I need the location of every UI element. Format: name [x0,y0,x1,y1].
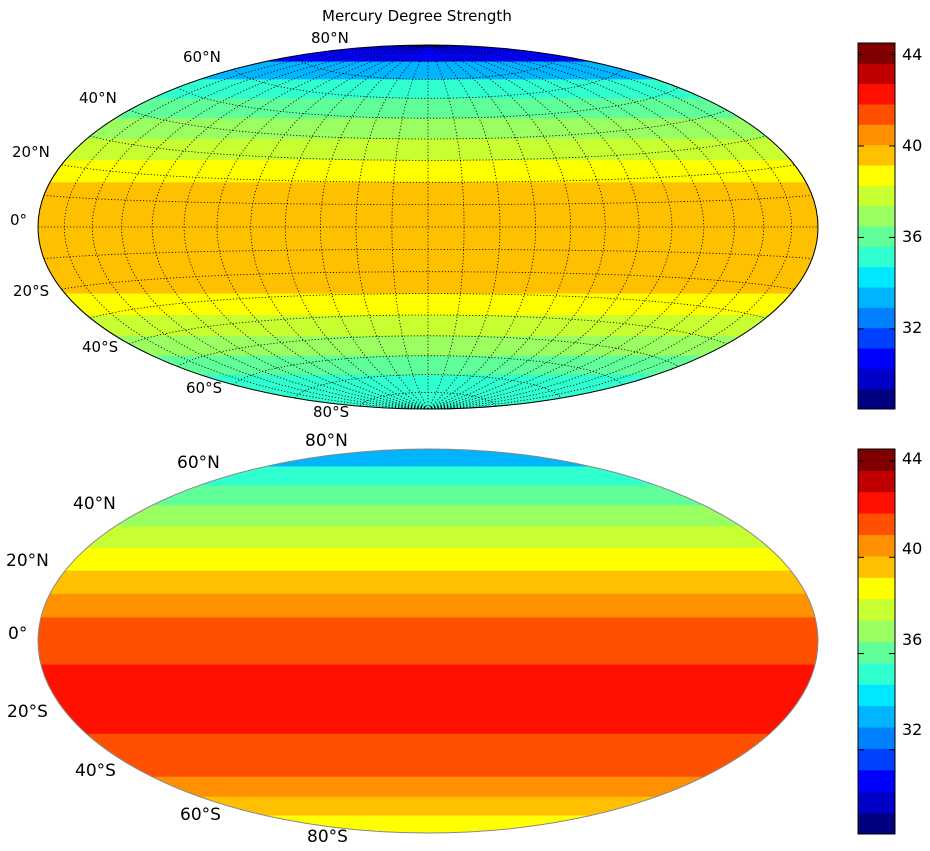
colorbar-tick-36: 36 [902,630,923,649]
colorbar-segment [858,104,895,125]
latitude-band [38,374,818,394]
colorbar-tick-44: 44 [902,449,923,468]
colorbar-segment [858,83,895,105]
latitude-band [38,138,818,161]
lat-label-20s: 20°S [13,282,50,300]
latitude-band [38,271,818,295]
lat-label-40s: 40°S [75,761,116,781]
colorbar-segment [858,368,895,390]
colorbar [857,448,896,835]
colorbar-segment [858,43,895,64]
colorbar-segment [858,791,895,814]
latitude-band [38,355,818,376]
latitude-band [38,485,818,506]
colorbar-segment [858,185,895,207]
latitude-band [38,776,818,798]
colorbar-tick-44: 44 [902,45,923,64]
lat-label-20s: 20°S [7,702,48,722]
colorbar-tick-32: 32 [902,318,923,337]
colorbar-segment [858,620,895,642]
lat-label-equator: 0° [8,624,28,644]
latitude-band [38,79,818,99]
colorbar-segment [858,287,895,308]
colorbar-tick-36: 36 [902,227,923,246]
map-outline [37,448,819,834]
colorbar-tick-32: 32 [902,720,923,739]
colorbar-segment [858,555,895,578]
lat-label-20n: 20°N [12,143,50,161]
colorbar-segment [858,307,895,329]
latitude-band [38,548,818,572]
latitude-band [38,733,818,757]
colorbar-segment [858,266,895,288]
latitude-band [38,796,818,817]
colorbar-segment [858,63,895,85]
colorbar-segment [858,748,895,771]
lat-label-40s: 40°S [82,338,119,356]
colorbar-segment [858,513,895,536]
colorbar-segment [858,327,895,349]
colorbar-segment [858,124,895,146]
colorbar-segment [858,812,895,835]
latitude-band [38,617,818,642]
latitude-band [38,755,818,778]
latitude-band [38,449,818,468]
lat-label-80n: 80°N [311,29,349,47]
latitude-band [38,570,818,595]
latitude-band [38,815,818,833]
latitude-band [38,711,818,735]
colorbar-segment [858,226,895,247]
latitude-band [38,688,818,712]
latitude-band [38,118,818,140]
latitude-band [38,664,818,689]
lat-label-80s: 80°S [313,403,350,421]
colorbar-tick-40: 40 [902,539,923,558]
latitude-band [38,593,818,618]
latitude-band [38,641,818,666]
colorbar-segment [858,534,895,557]
colorbar-segment [858,144,895,166]
lat-label-20n: 20°N [6,551,49,571]
colorbar-segment [858,205,895,227]
lat-label-60n: 60°N [183,48,221,66]
latitude-band [38,335,818,357]
latitude-band [38,526,818,549]
colorbar-tick-40: 40 [902,136,923,155]
lat-label-80n: 80°N [305,431,348,451]
colorbar-segment [858,348,895,369]
graticule [38,45,818,409]
colorbar-segment [858,662,895,685]
lat-label-60n: 60°N [177,453,220,473]
colorbar-segment [858,246,895,268]
lat-label-40n: 40°N [73,494,116,514]
colorbar-segment [858,598,895,621]
map-panel-1 [37,448,896,835]
colorbar-segment [858,769,895,792]
lat-label-equator: 0° [10,211,28,229]
colorbar-segment [858,449,895,471]
lat-label-60s: 60°S [180,805,221,825]
colorbar-segment [858,388,895,410]
map-panel-0 [37,42,896,410]
latitude-band [38,98,818,119]
lat-label-80s: 80°S [307,827,348,847]
colorbar-segment [858,165,895,186]
colorbar-segment [858,577,895,600]
latitude-band [38,505,818,527]
lat-label-40n: 40°N [79,89,117,107]
colorbar-segment [858,470,895,493]
latitude-band [38,466,818,486]
colorbar-segment [858,684,895,707]
figure-title: Mercury Degree Strength [322,7,512,25]
colorbar-segment [858,491,895,514]
colorbar-segment [858,705,895,728]
colorbar-segment [858,641,895,664]
latitude-band [38,61,818,80]
colorbar [857,42,896,410]
map-outline [37,44,819,410]
colorbar-segment [858,727,895,749]
lat-label-60s: 60°S [186,379,223,397]
